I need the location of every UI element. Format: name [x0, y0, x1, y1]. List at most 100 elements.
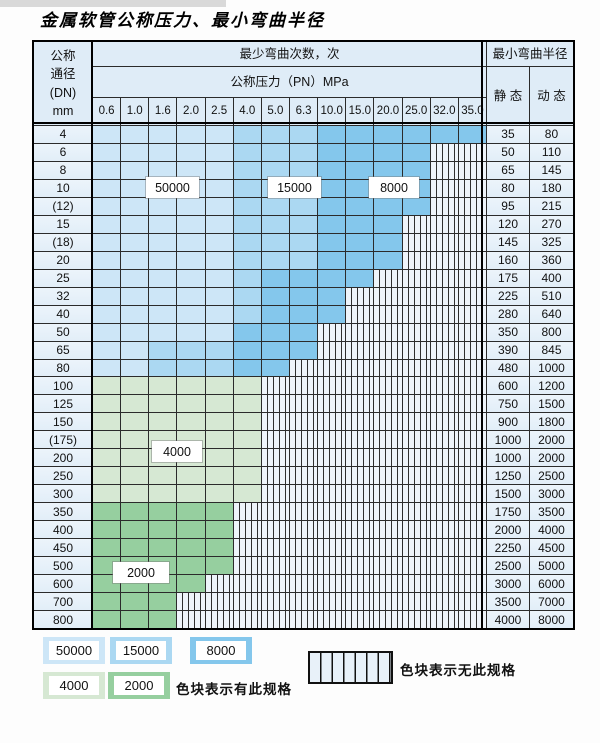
no-spec-cell [318, 485, 346, 503]
spec-cell [177, 251, 205, 269]
pressure-value-header: 0.6 [93, 98, 121, 125]
no-spec-cell [430, 521, 458, 539]
no-spec-cell [458, 251, 486, 269]
pressure-value-header: 15.0 [346, 98, 374, 125]
no-spec-cell [458, 179, 486, 197]
spec-cell [261, 269, 289, 287]
static-value-cell: 225 [486, 287, 529, 305]
no-spec-cell [289, 593, 318, 611]
no-spec-cell [430, 305, 458, 323]
spec-cell [261, 126, 289, 143]
no-spec-cell [289, 377, 318, 395]
no-spec-cell [374, 287, 402, 305]
no-spec-cell [346, 521, 374, 539]
spec-cell [289, 341, 318, 359]
spec-cell [261, 287, 289, 305]
no-spec-cell [430, 539, 458, 557]
no-spec-cell [261, 611, 289, 628]
page-title: 金属软管公称压力、最小弯曲半径 [40, 11, 325, 31]
spec-cell [346, 179, 374, 197]
spec-cell [93, 143, 121, 161]
no-spec-cell [458, 305, 486, 323]
no-spec-cell [430, 197, 458, 215]
spec-cell [121, 143, 149, 161]
spec-cell [121, 197, 149, 215]
no-spec-cell [430, 269, 458, 287]
spec-cell [93, 233, 121, 251]
legend-swatch-label: 2000 [114, 676, 164, 695]
no-spec-cell [261, 467, 289, 485]
spec-cell [402, 161, 430, 179]
spec-cell [177, 269, 205, 287]
spec-cell [177, 377, 205, 395]
legend-no-spec-text: 色块表示无此规格 [400, 663, 516, 678]
no-spec-cell [289, 485, 318, 503]
no-spec-cell [458, 143, 486, 161]
no-spec-cell [205, 593, 233, 611]
no-spec-cell [458, 485, 486, 503]
spec-cell [121, 251, 149, 269]
spec-cell [205, 143, 233, 161]
spec-cell [318, 251, 346, 269]
spec-cell [177, 197, 205, 215]
pressure-value-header: 25.0 [402, 98, 430, 125]
spec-cell [93, 126, 121, 143]
dn-cell: 400 [34, 521, 92, 539]
no-spec-cell [402, 593, 430, 611]
scan-artifact-strip [0, 0, 226, 7]
spec-cell [233, 126, 261, 143]
spec-cell [261, 323, 289, 341]
spec-cell [93, 467, 121, 485]
no-spec-cell [430, 575, 458, 593]
spec-cell [93, 287, 121, 305]
spec-cell [205, 215, 233, 233]
dn-cell: 80 [34, 359, 92, 377]
static-value-cell: 4000 [486, 611, 529, 628]
no-spec-cell [402, 287, 430, 305]
spec-cell [177, 395, 205, 413]
spec-cell [205, 251, 233, 269]
no-spec-cell [374, 269, 402, 287]
dn-cell: 450 [34, 539, 92, 557]
spec-cell [205, 287, 233, 305]
spec-cell [205, 269, 233, 287]
no-spec-cell [346, 359, 374, 377]
dn-cell: 25 [34, 269, 92, 287]
no-spec-cell [318, 503, 346, 521]
no-spec-cell [430, 593, 458, 611]
no-spec-cell [458, 233, 486, 251]
spec-cell [149, 233, 177, 251]
spec-cell [149, 521, 177, 539]
static-value-cell: 280 [486, 305, 529, 323]
spec-cell [289, 161, 318, 179]
bend-radius-header: 最小弯曲半径 [486, 42, 573, 66]
no-spec-cell [402, 431, 430, 449]
no-spec-cell [205, 575, 233, 593]
spec-cell [318, 269, 346, 287]
no-spec-cell [374, 305, 402, 323]
spec-cell [205, 359, 233, 377]
spec-cell [233, 251, 261, 269]
no-spec-cell [318, 341, 346, 359]
no-spec-cell [458, 341, 486, 359]
spec-cell [318, 215, 346, 233]
spec-cell [149, 395, 177, 413]
no-spec-cell [458, 161, 486, 179]
spec-cell [205, 377, 233, 395]
spec-cell [149, 323, 177, 341]
divider-after-dn-column [91, 42, 93, 628]
static-value-cell: 600 [486, 377, 529, 395]
pressure-value-header: 32.0 [430, 98, 458, 125]
spec-cell [93, 341, 121, 359]
no-spec-cell [458, 413, 486, 431]
no-spec-cell [430, 485, 458, 503]
no-spec-cell [430, 233, 458, 251]
no-spec-cell [458, 377, 486, 395]
no-spec-cell [402, 233, 430, 251]
no-spec-cell [402, 323, 430, 341]
pressure-value-header: 10.0 [318, 98, 346, 125]
no-spec-cell [289, 503, 318, 521]
spec-cell [289, 215, 318, 233]
no-spec-cell [289, 467, 318, 485]
no-spec-cell [346, 431, 374, 449]
